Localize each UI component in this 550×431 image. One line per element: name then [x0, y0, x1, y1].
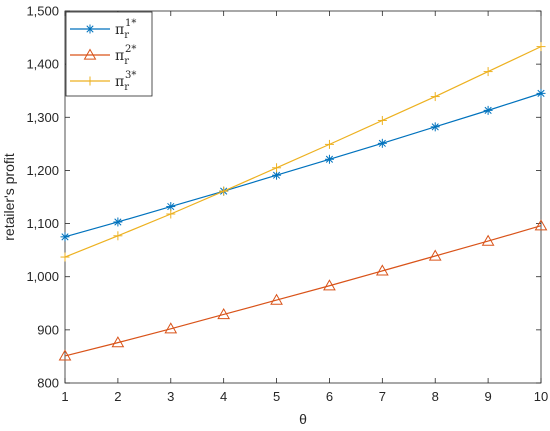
legend-item-2: πr2* [70, 44, 136, 67]
x-tick-label: 9 [484, 389, 491, 404]
series-layer [58, 42, 548, 361]
y-axis-label: retailer's profit [1, 153, 17, 241]
series-2-point [111, 336, 125, 348]
legend-label: πr1* [115, 18, 136, 41]
series-2-point [323, 279, 336, 291]
legend-marker [85, 76, 95, 86]
legend-item-1: πr1* [70, 18, 136, 41]
series-3-point [219, 186, 229, 196]
series-3-point [166, 209, 176, 219]
series-2-point [270, 293, 283, 305]
series-2-point [375, 264, 389, 276]
series-1-point [272, 170, 282, 180]
series-2-point [164, 322, 178, 334]
series-1-point [483, 105, 493, 115]
legend-label: πr3* [115, 70, 136, 93]
x-tick-label: 4 [220, 389, 227, 404]
legend-label: πr2* [115, 44, 136, 67]
x-tick-label: 3 [167, 389, 174, 404]
series-2-point [428, 249, 442, 261]
x-tick-label: 6 [326, 389, 333, 404]
series-2-point [58, 349, 72, 361]
x-tick-label: 7 [379, 389, 386, 404]
y-tick-label: 1,400 [26, 57, 59, 72]
x-tick-label: 5 [273, 389, 280, 404]
series-2 [58, 219, 548, 361]
x-tick-label: 2 [114, 389, 121, 404]
series-3-line [64, 46, 542, 258]
series-1-line [64, 92, 542, 238]
series-1-point [60, 232, 70, 242]
series-3-point [60, 252, 70, 262]
series-1-point [377, 138, 387, 148]
series-1-point [430, 122, 440, 132]
series-2-point [534, 219, 548, 231]
series-2-line [64, 225, 542, 357]
y-tick-label: 1,300 [26, 110, 59, 125]
legend: πr1* πr2* πr3* [65, 11, 153, 97]
axes: 1 2 3 4 5 6 7 8 9 10 800 900 1,000 1,100 1,200 1,300 1,4… [26, 4, 548, 405]
series-2-point [217, 307, 231, 320]
y-tick-label: 900 [37, 322, 59, 337]
series-3-point [324, 139, 334, 149]
series-3 [60, 42, 546, 262]
x-tick-label: 8 [432, 389, 439, 404]
series-3-point [113, 231, 123, 241]
x-tick-label: 10 [534, 389, 548, 404]
series-1-point [113, 217, 123, 227]
series-2-point [481, 234, 495, 246]
y-tick-label: 800 [37, 376, 59, 391]
legend-marker [85, 24, 95, 34]
series-3-point [536, 42, 546, 52]
series-1-point [324, 154, 334, 164]
legend-item-3: πr3* [70, 70, 136, 93]
series-3-point [483, 67, 493, 77]
y-tick-label: 1,500 [26, 4, 59, 19]
y-tick-label: 1,100 [26, 216, 59, 231]
series-3-point [272, 163, 282, 173]
legend-box [65, 11, 153, 97]
series-1 [60, 88, 546, 242]
y-tick-label: 1,000 [26, 269, 59, 284]
series-3-point [377, 115, 387, 125]
y-tick-label: 1,200 [26, 163, 59, 178]
plot-frame [64, 10, 542, 384]
x-axis-label: θ [299, 411, 307, 427]
legend-marker [83, 48, 97, 60]
x-tick-label: 1 [61, 389, 68, 404]
series-1-point [536, 88, 546, 98]
series-3-point [430, 92, 440, 102]
